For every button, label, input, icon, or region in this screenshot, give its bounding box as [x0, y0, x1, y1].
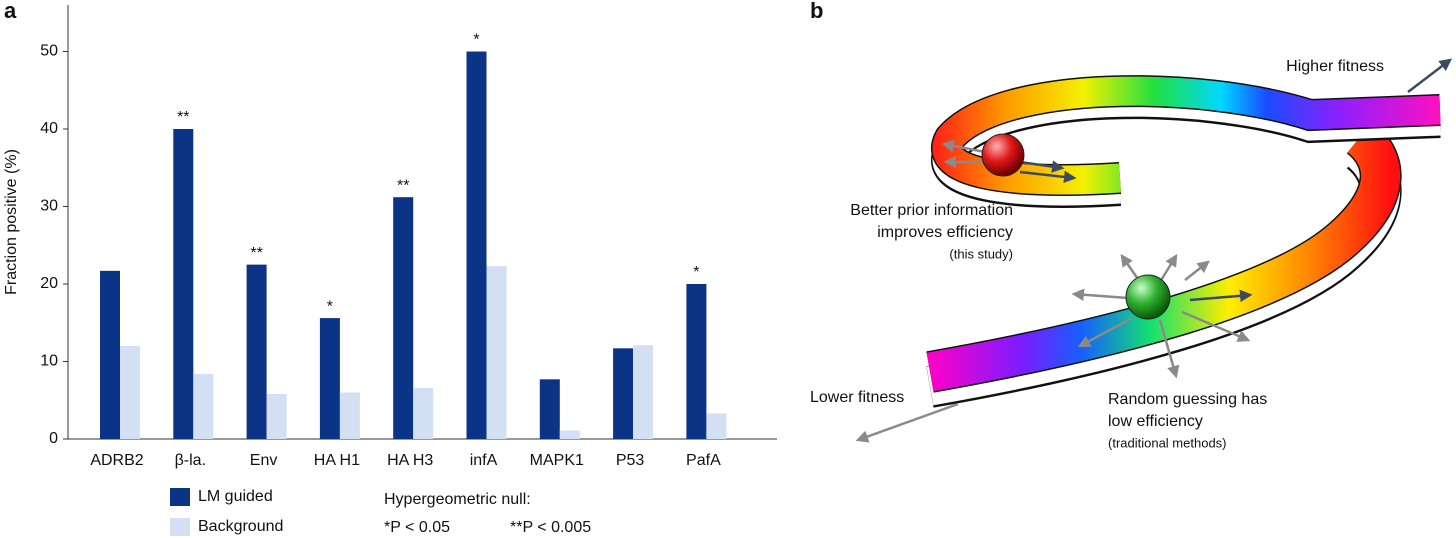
bar: [100, 270, 120, 439]
ball-green: [1125, 274, 1171, 320]
legend-label: Background: [198, 518, 283, 535]
bar: [120, 346, 140, 439]
bar: [319, 318, 340, 439]
x-tick-label: ADRB2: [90, 452, 143, 469]
x-tick-label: Env: [250, 452, 278, 469]
note-title: Hypergeometric null:: [384, 491, 531, 508]
bar: [413, 387, 434, 439]
arrow: [1019, 170, 1077, 184]
panel-label: a: [4, 0, 17, 23]
y-tick-label: 50: [40, 43, 58, 60]
significance: **: [397, 177, 409, 194]
legend-label: LM guided: [198, 488, 273, 505]
ribbon: [926, 121, 1401, 392]
bar: [246, 264, 267, 439]
label: Lower fitness: [810, 389, 904, 406]
arrow: [855, 402, 959, 443]
bar: [193, 373, 214, 439]
ball-red: [981, 133, 1025, 177]
bar: [466, 51, 487, 439]
label: low efficiency: [1108, 413, 1203, 430]
note: *P < 0.05: [384, 519, 450, 536]
x-tick-label: HA H3: [387, 452, 433, 469]
label: (this study): [949, 246, 1013, 261]
arrow: [941, 139, 986, 154]
arrow: [1019, 160, 1065, 173]
y-tick-label: 30: [40, 198, 58, 215]
x-tick-label: MAPK1: [530, 452, 584, 469]
bar: [559, 430, 580, 439]
y-axis-label: Fraction positive (%): [3, 149, 20, 295]
bar: [486, 266, 507, 439]
bar: [339, 392, 360, 439]
diagram: b Higher fitness Lower fitness: [810, 0, 1452, 450]
label: improves efficiency: [877, 224, 1013, 241]
x-tick-label: infA: [470, 452, 498, 469]
significance: *: [473, 32, 479, 49]
label: Random guessing has: [1108, 391, 1267, 408]
bar: [633, 345, 654, 439]
note: **P < 0.005: [510, 519, 591, 536]
arrow: [1189, 289, 1253, 303]
panel-label: b: [810, 0, 823, 23]
bar: [266, 394, 287, 439]
x-tick-label: P53: [616, 452, 645, 469]
x-tick-label: β-la.: [175, 452, 206, 469]
label: Better prior information: [850, 202, 1013, 219]
significance: *: [693, 264, 699, 281]
bar: [173, 129, 194, 439]
legend-swatch: [170, 518, 190, 536]
significance: *: [327, 298, 333, 315]
label: (traditional methods): [1108, 435, 1227, 450]
bar: [393, 197, 414, 439]
significance: **: [177, 109, 189, 126]
bar: [613, 348, 634, 439]
bar: [706, 413, 727, 439]
y-tick-label: 40: [40, 120, 58, 137]
label: Higher fitness: [1286, 58, 1384, 75]
bar-chart: a Fraction positive (%) Hypergeometric n…: [3, 0, 777, 536]
x-tick-label: PafA: [686, 452, 721, 469]
significance: **: [250, 245, 262, 262]
y-tick-label: 0: [49, 430, 58, 447]
x-tick-label: HA H1: [314, 452, 360, 469]
y-tick-label: 10: [40, 353, 58, 370]
bar: [686, 284, 707, 439]
bar: [539, 379, 560, 439]
ring: [932, 76, 1441, 195]
legend-swatch: [170, 488, 190, 506]
arrow: [1407, 58, 1452, 93]
y-tick-label: 20: [40, 275, 58, 292]
